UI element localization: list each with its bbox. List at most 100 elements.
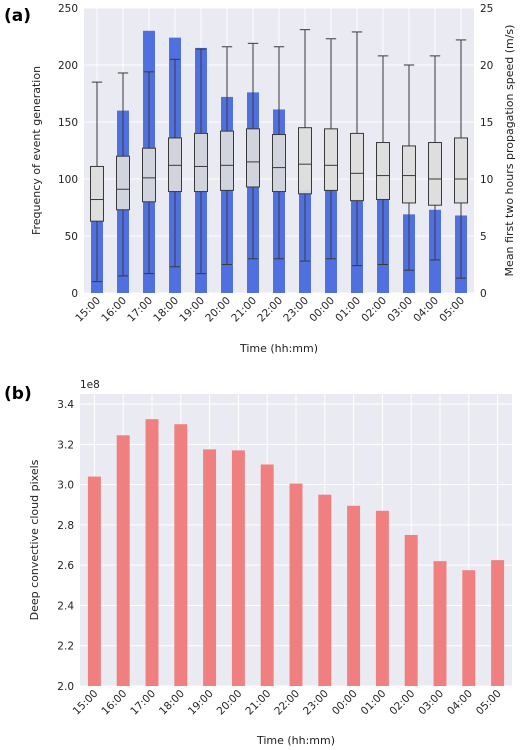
y-tick-label: 100 [58, 174, 78, 186]
cloud-pixels-bar [462, 570, 476, 686]
iqr-box [298, 127, 312, 195]
x-tick-label: 18:00 [151, 295, 181, 325]
cloud-pixels-bar [404, 534, 418, 686]
bars-b [87, 419, 505, 686]
y-axis-ticks-a: 0 50 100 150 200 250 [58, 3, 78, 300]
speed-boxplot [168, 58, 182, 268]
iqr-box [428, 142, 442, 206]
y2-tick-label: 0 [480, 288, 487, 300]
x-tick-label: 22:00 [272, 688, 302, 718]
y2-tick-label: 5 [480, 231, 487, 243]
y2-tick-label: 15 [480, 117, 493, 129]
cloud-pixels-bar [347, 505, 361, 686]
cloud-pixels-bar [375, 510, 389, 686]
iqr-box [376, 142, 390, 201]
y-tick-label: 2.8 [57, 520, 74, 532]
cloud-pixels-bar [203, 449, 217, 686]
x-tick-label: 01:00 [333, 295, 363, 325]
speed-boxplot [194, 48, 208, 275]
cloud-pixels-bar [145, 419, 159, 686]
cloud-pixels-bar [289, 483, 303, 686]
x-tick-label: 19:00 [177, 295, 207, 325]
speed-boxplot [402, 64, 416, 271]
x-tick-label: 22:00 [255, 295, 285, 325]
iqr-box [246, 128, 260, 188]
x-tick-label: 02:00 [387, 688, 417, 718]
speed-boxplot [116, 72, 130, 277]
y-tick-label: 3.4 [57, 399, 74, 411]
y-axis-ticks-b: 2.0 2.2 2.4 2.6 2.8 3.0 3.2 3.4 [57, 399, 74, 693]
x-tick-label: 05:00 [474, 688, 504, 718]
speed-boxplot [142, 71, 156, 275]
x-tick-label: 20:00 [203, 295, 233, 325]
y-tick-label: 2.0 [57, 681, 74, 693]
cloud-pixels-bar [231, 450, 245, 686]
x-tick-label: 04:00 [445, 688, 475, 718]
iqr-box [272, 134, 286, 193]
iqr-box [350, 132, 364, 202]
iqr-box [194, 132, 208, 193]
panel-b: (b) 2.02.22.42.62.83.03.23.4 15:0016:001… [4, 379, 512, 747]
cloud-pixels-bar [174, 424, 188, 686]
panel-a-label: (a) [4, 6, 31, 26]
x-tick-label: 16:00 [99, 688, 129, 718]
iqr-box [324, 128, 338, 191]
x-axis-label-b: Time (hh:mm) [256, 734, 335, 747]
x-tick-label: 02:00 [359, 295, 389, 325]
x-tick-label: 17:00 [125, 295, 155, 325]
speed-boxplot [376, 55, 390, 265]
y2-axis-label-a: Mean first two hours propagation speed (… [503, 25, 516, 277]
panel-a: (a) 0 50 100 150 200 250 0 5 10 15 20 25 15:0016:0… [4, 3, 516, 355]
y-tick-label: 2.2 [57, 641, 74, 653]
y-axis-label-b: Deep convective cloud pixels [28, 459, 41, 620]
speed-boxplot [350, 31, 364, 267]
speed-boxplot [454, 39, 468, 279]
y-tick-label: 2.6 [57, 560, 74, 572]
x-tick-label: 21:00 [229, 295, 259, 325]
speed-boxplot [298, 29, 312, 262]
speed-boxplot [246, 42, 260, 260]
y-axis-label-a: Frequency of event generation [30, 66, 43, 235]
y-tick-label: 2.4 [57, 600, 74, 612]
y2-tick-label: 10 [480, 174, 493, 186]
x-tick-label: 17:00 [128, 688, 158, 718]
cloud-pixels-bar [87, 476, 101, 686]
iqr-box [142, 147, 156, 203]
x-tick-label: 00:00 [330, 688, 360, 718]
iqr-box [454, 137, 468, 204]
x-axis-label-a: Time (hh:mm) [239, 342, 318, 355]
speed-boxplot [90, 81, 104, 283]
x-tick-label: 03:00 [416, 688, 446, 718]
iqr-box [90, 165, 104, 222]
iqr-box [168, 137, 182, 193]
x-tick-label: 23:00 [301, 688, 331, 718]
x-tick-label: 00:00 [307, 295, 337, 325]
cloud-pixels-bar [433, 561, 447, 686]
y2-tick-label: 25 [480, 3, 493, 15]
x-tick-label: 03:00 [385, 295, 415, 325]
x-tick-label: 15:00 [71, 688, 101, 718]
y2-axis-ticks-a: 0 5 10 15 20 25 [480, 3, 493, 300]
x-tick-label: 18:00 [157, 688, 187, 718]
y-tick-label: 150 [58, 117, 78, 129]
x-tick-label: 04:00 [411, 295, 441, 325]
x-tick-label: 23:00 [281, 295, 311, 325]
iqr-box [402, 145, 416, 204]
panel-b-label: (b) [4, 384, 32, 404]
cloud-pixels-bar [260, 464, 274, 686]
x-axis-ticks-a: 15:0016:0017:0018:0019:0020:0021:0022:00… [73, 295, 467, 325]
iqr-box [116, 155, 130, 211]
y-tick-label: 250 [58, 3, 78, 15]
speed-boxplot [324, 38, 338, 260]
boxplots-a [90, 29, 468, 283]
y-tick-label: 3.0 [57, 480, 74, 492]
cloud-pixels-bar [491, 560, 505, 686]
x-tick-label: 01:00 [359, 688, 389, 718]
iqr-box [220, 130, 234, 191]
speed-boxplot [272, 46, 286, 260]
y-axis-scale-label-b: 1e8 [80, 379, 100, 391]
speed-boxplot [428, 55, 442, 261]
cloud-pixels-bar [318, 494, 332, 686]
x-axis-ticks-b: 15:0016:0017:0018:0019:0020:0021:0022:00… [71, 688, 504, 718]
